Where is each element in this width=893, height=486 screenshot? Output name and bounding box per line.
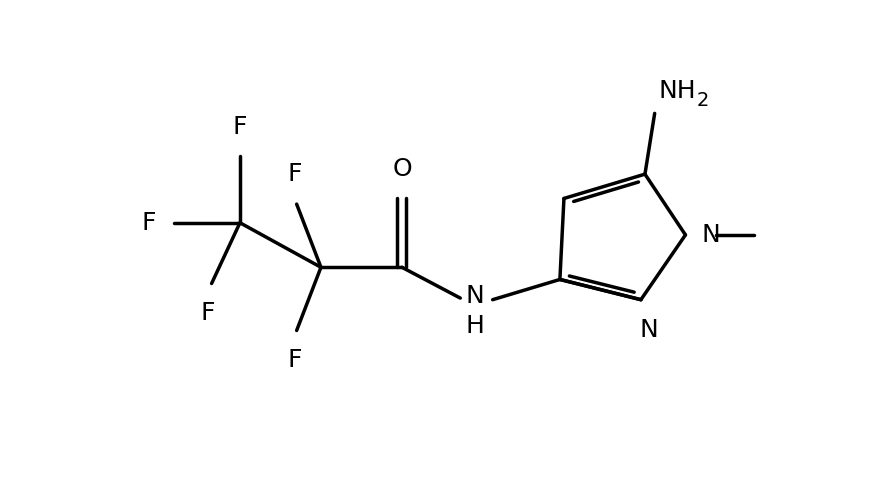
Text: F: F xyxy=(288,348,302,372)
Text: F: F xyxy=(141,211,155,235)
Text: NH: NH xyxy=(659,79,697,103)
Text: H: H xyxy=(465,313,484,338)
Text: F: F xyxy=(233,115,247,139)
Text: N: N xyxy=(639,317,658,342)
Text: F: F xyxy=(288,162,302,186)
Text: 2: 2 xyxy=(697,91,709,110)
Text: O: O xyxy=(392,156,412,181)
Text: N: N xyxy=(465,284,484,308)
Text: N: N xyxy=(702,223,721,247)
Text: F: F xyxy=(200,301,215,325)
